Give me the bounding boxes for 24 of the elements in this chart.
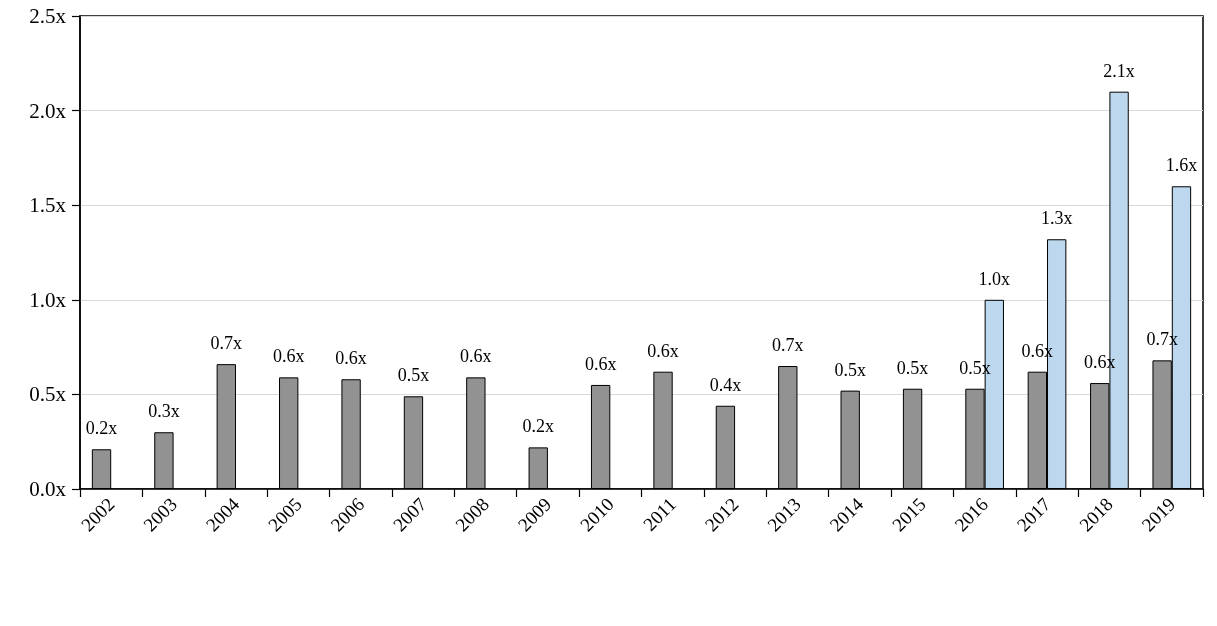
data-label: 0.7x (210, 333, 243, 354)
y-tick-label: 1.5x (29, 193, 67, 218)
y-tick-label: 2.0x (29, 98, 67, 123)
data-label: 0.6x (647, 340, 679, 361)
y-tick-label: 2.5x (29, 4, 67, 28)
data-label: 1.0x (978, 268, 1011, 289)
data-label: 0.5x (834, 359, 866, 380)
data-label: 0.5x (896, 357, 929, 378)
data-label: 0.5x (397, 365, 430, 386)
data-label: 0.6x (460, 346, 492, 367)
data-label: 1.6x (1165, 155, 1198, 176)
data-label: 0.6x (272, 346, 305, 367)
data-label: 0.6x (584, 353, 617, 374)
data-label: 0.2x (85, 418, 118, 439)
y-tick-label: 0.5x (29, 382, 67, 407)
data-label: 2.1x (1103, 60, 1135, 81)
data-label: 0.4x (709, 374, 742, 395)
data-label: 0.2x (522, 416, 554, 437)
data-label: 0.6x (335, 348, 367, 369)
y-tick-label: 0.0x (29, 477, 67, 501)
data-label: 1.3x (1040, 208, 1073, 229)
y-tick-label: 1.0x (29, 287, 67, 312)
data-label: 0.7x (772, 335, 804, 356)
data-label: 0.3x (148, 401, 180, 422)
